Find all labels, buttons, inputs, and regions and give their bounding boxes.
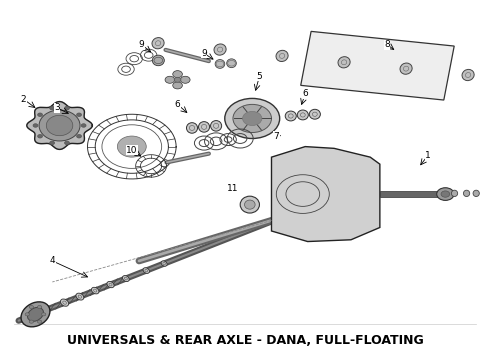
Text: 11: 11 <box>227 184 239 193</box>
Ellipse shape <box>240 196 259 213</box>
Text: 1: 1 <box>425 151 431 160</box>
Ellipse shape <box>462 69 474 81</box>
Ellipse shape <box>198 122 210 132</box>
Text: 10: 10 <box>126 145 138 154</box>
Circle shape <box>437 188 454 201</box>
Circle shape <box>174 77 181 82</box>
Ellipse shape <box>152 55 164 66</box>
Ellipse shape <box>27 307 44 321</box>
Circle shape <box>37 305 42 309</box>
Ellipse shape <box>211 121 221 131</box>
Ellipse shape <box>107 282 114 288</box>
Text: 5: 5 <box>257 72 262 81</box>
Circle shape <box>49 106 54 110</box>
Circle shape <box>225 98 280 139</box>
Ellipse shape <box>227 59 236 68</box>
Circle shape <box>65 106 70 110</box>
Ellipse shape <box>309 109 320 119</box>
Text: 9: 9 <box>139 40 145 49</box>
Ellipse shape <box>214 44 226 55</box>
Ellipse shape <box>143 268 149 273</box>
Circle shape <box>29 305 33 309</box>
Ellipse shape <box>152 37 164 49</box>
Ellipse shape <box>285 111 296 121</box>
Ellipse shape <box>47 115 73 136</box>
Circle shape <box>29 320 33 323</box>
Circle shape <box>81 124 86 127</box>
Polygon shape <box>271 147 380 242</box>
Ellipse shape <box>161 261 167 266</box>
Ellipse shape <box>338 57 350 68</box>
Text: 6: 6 <box>175 100 180 109</box>
Circle shape <box>65 141 70 145</box>
Circle shape <box>38 113 43 117</box>
Ellipse shape <box>187 123 197 133</box>
Text: 3: 3 <box>54 103 60 112</box>
Ellipse shape <box>400 63 412 74</box>
Polygon shape <box>301 31 454 100</box>
Circle shape <box>49 141 54 145</box>
Ellipse shape <box>39 110 80 141</box>
Ellipse shape <box>76 293 84 300</box>
Text: 6: 6 <box>302 89 308 98</box>
Circle shape <box>42 313 46 316</box>
Circle shape <box>25 313 29 316</box>
Text: 2: 2 <box>21 95 26 104</box>
Ellipse shape <box>276 50 288 62</box>
Text: 8: 8 <box>384 40 390 49</box>
Ellipse shape <box>473 190 479 197</box>
Ellipse shape <box>60 299 69 306</box>
Ellipse shape <box>245 200 255 209</box>
Ellipse shape <box>451 190 458 197</box>
Ellipse shape <box>464 190 470 197</box>
Circle shape <box>38 135 43 138</box>
Circle shape <box>33 124 38 127</box>
Ellipse shape <box>297 110 308 120</box>
Circle shape <box>233 104 271 132</box>
Text: 7: 7 <box>273 131 279 140</box>
Ellipse shape <box>215 59 225 68</box>
Ellipse shape <box>21 302 50 327</box>
Circle shape <box>76 135 81 138</box>
Circle shape <box>76 113 81 117</box>
Text: 4: 4 <box>49 256 55 265</box>
Polygon shape <box>27 102 92 149</box>
Ellipse shape <box>92 287 99 294</box>
Circle shape <box>173 82 182 89</box>
Bar <box>380 191 445 197</box>
Circle shape <box>37 320 42 323</box>
Circle shape <box>180 76 190 83</box>
Circle shape <box>243 112 262 126</box>
Text: UNIVERSALS & REAR AXLE - DANA, FULL-FLOATING: UNIVERSALS & REAR AXLE - DANA, FULL-FLOA… <box>67 333 423 347</box>
Ellipse shape <box>122 276 129 282</box>
Circle shape <box>118 136 146 157</box>
Circle shape <box>165 76 174 83</box>
Circle shape <box>441 191 450 197</box>
Text: 9: 9 <box>201 49 207 58</box>
Circle shape <box>173 71 182 78</box>
